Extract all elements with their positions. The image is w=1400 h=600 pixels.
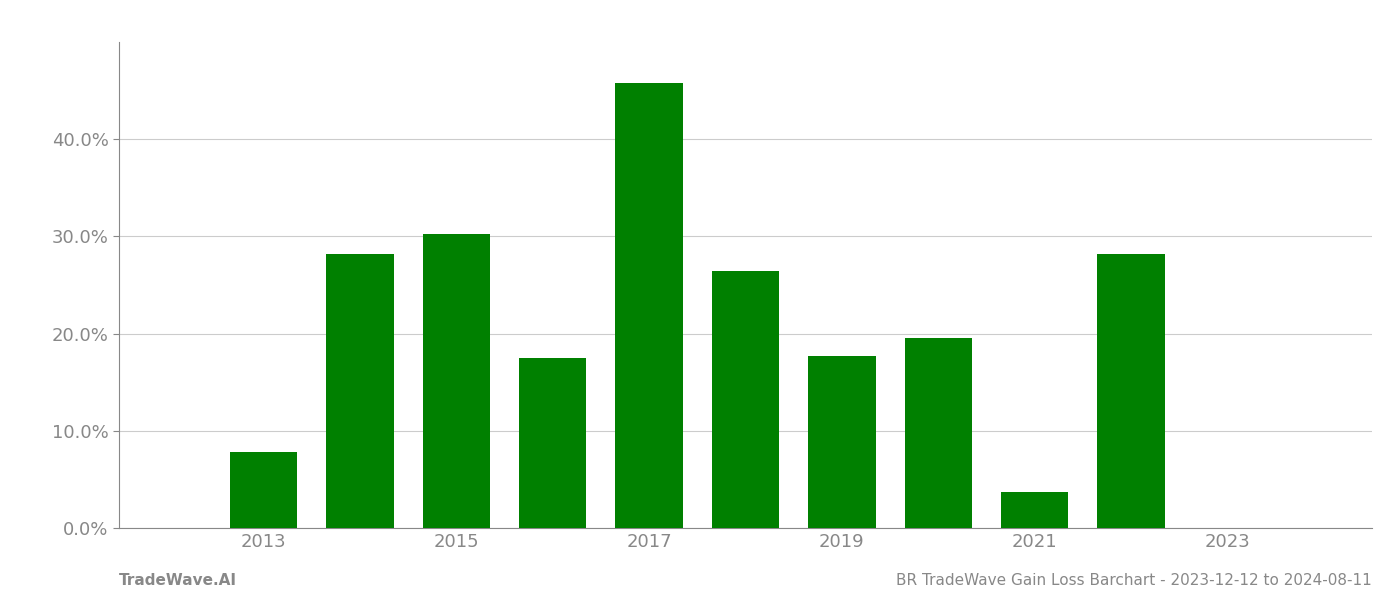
- Bar: [808, 356, 875, 528]
- Bar: [711, 271, 780, 528]
- Bar: [1001, 492, 1068, 528]
- Bar: [230, 452, 297, 528]
- Text: TradeWave.AI: TradeWave.AI: [119, 573, 237, 588]
- Bar: [326, 254, 393, 528]
- Bar: [904, 338, 972, 528]
- Bar: [616, 83, 683, 528]
- Text: BR TradeWave Gain Loss Barchart - 2023-12-12 to 2024-08-11: BR TradeWave Gain Loss Barchart - 2023-1…: [896, 573, 1372, 588]
- Bar: [423, 235, 490, 528]
- Bar: [1098, 254, 1165, 528]
- Bar: [519, 358, 587, 528]
